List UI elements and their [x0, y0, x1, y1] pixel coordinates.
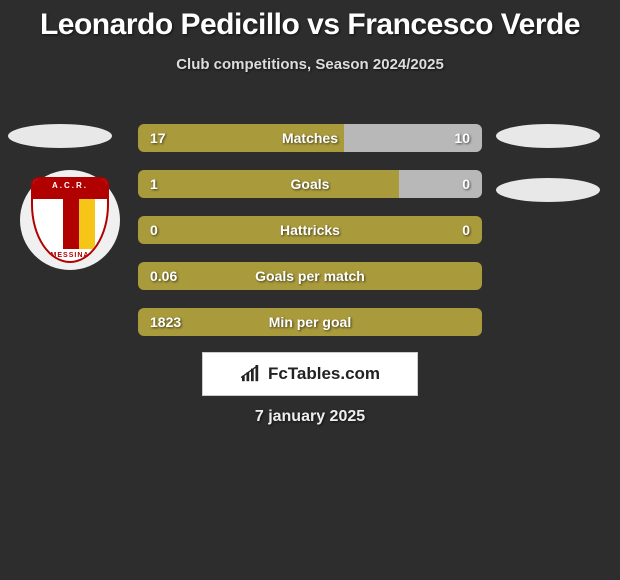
player-left-pill-top — [8, 124, 112, 148]
source-logo-label: FcTables.com — [268, 364, 380, 384]
player-right-pill-top — [496, 124, 600, 148]
bar-right-value: 0 — [462, 170, 470, 198]
bar-left-value: 0.06 — [150, 262, 177, 290]
bar-chart-icon — [240, 365, 262, 383]
bar-left-fill — [138, 170, 399, 198]
bar-left-fill — [138, 262, 482, 290]
bar-right-value: 0 — [462, 216, 470, 244]
footer-date: 7 january 2025 — [0, 408, 620, 426]
source-logo: FcTables.com — [202, 352, 418, 396]
shield-icon: A.C.R. MESSINA — [31, 177, 109, 263]
player-right-pill-bottom — [496, 178, 600, 202]
bar-left-fill — [138, 216, 482, 244]
bar-left-fill — [138, 308, 482, 336]
bar-row: 0.06Goals per match — [138, 262, 482, 290]
badge-stripe-yellow — [79, 199, 95, 249]
bar-left-value: 0 — [150, 216, 158, 244]
bar-left-value: 1823 — [150, 308, 181, 336]
page-title: Leonardo Pedicillo vs Francesco Verde — [0, 0, 620, 42]
bar-left-fill — [138, 124, 344, 152]
page-subtitle: Club competitions, Season 2024/2025 — [0, 56, 620, 73]
bar-row: 1710Matches — [138, 124, 482, 152]
bar-row: 1823Min per goal — [138, 308, 482, 336]
badge-top-text: A.C.R. — [33, 179, 107, 199]
bar-row: 00Hattricks — [138, 216, 482, 244]
comparison-bars: 1710Matches10Goals00Hattricks0.06Goals p… — [138, 124, 482, 354]
club-badge: A.C.R. MESSINA — [20, 170, 120, 270]
bar-left-value: 17 — [150, 124, 166, 152]
bar-row: 10Goals — [138, 170, 482, 198]
badge-stripe-red — [63, 199, 79, 249]
badge-bottom-text: MESSINA — [33, 252, 107, 259]
bar-right-value: 10 — [454, 124, 470, 152]
bar-left-value: 1 — [150, 170, 158, 198]
